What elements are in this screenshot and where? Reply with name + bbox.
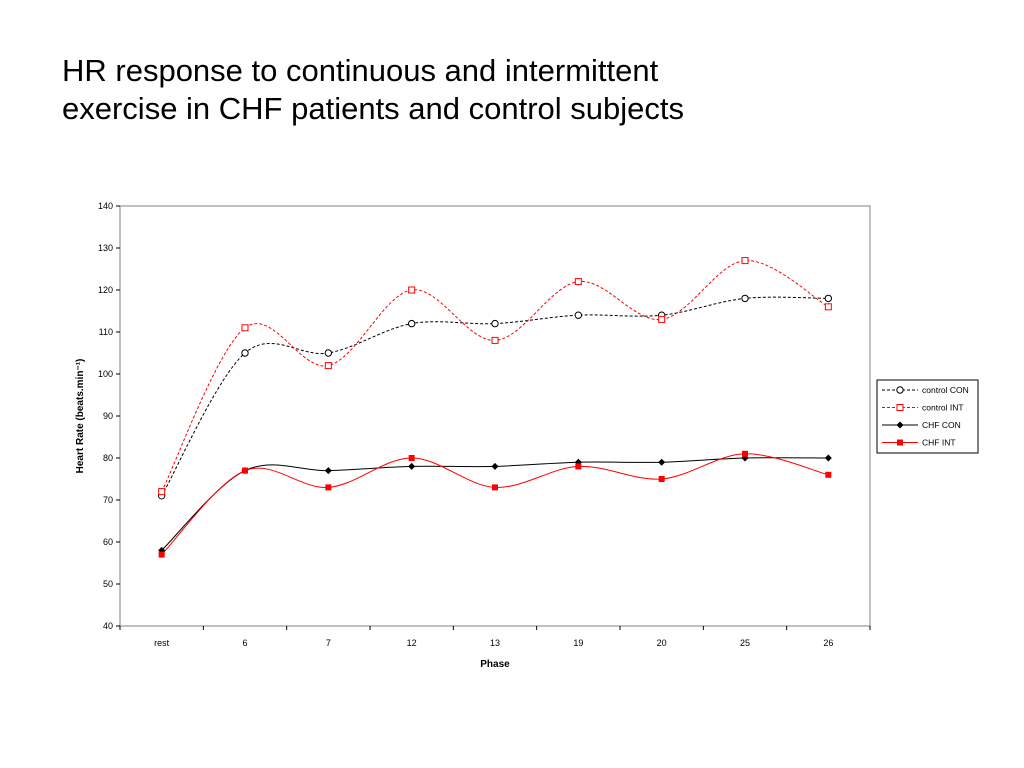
data-point-control-int (158, 488, 166, 496)
y-tick-label: 50 (103, 579, 113, 589)
legend-label-control-con: control CON (922, 385, 969, 395)
data-point-chf-con (658, 458, 666, 466)
data-point-chf-int (408, 455, 415, 461)
data-point-control-int (658, 315, 666, 323)
slide-title-line-1: HR response to continuous and intermitte… (62, 53, 659, 88)
data-point-control-int (241, 324, 249, 332)
y-tick-label: 70 (103, 495, 113, 505)
x-axis-title: Phase (480, 659, 510, 670)
y-tick-label: 140 (98, 201, 113, 211)
data-point-chf-int (742, 450, 748, 457)
legend-marker-control-int (896, 404, 904, 411)
x-tick-label: 26 (823, 638, 833, 648)
x-tick-label: 7 (326, 638, 331, 648)
x-tick-label: 13 (490, 638, 500, 648)
data-point-control-con (824, 294, 833, 303)
y-axis-title: Heart Rate (beats.min⁻¹) (75, 359, 86, 474)
x-tick-label: 6 (242, 638, 247, 648)
legend-label-chf-int: CHF INT (922, 438, 956, 448)
y-tick-label: 110 (99, 327, 113, 337)
data-point-chf-con (824, 454, 832, 462)
y-tick-label: 90 (103, 411, 113, 421)
slide-title-line-2: exercise in CHF patients and control sub… (62, 91, 685, 126)
data-point-control-int (824, 303, 832, 311)
data-point-chf-con (491, 462, 499, 470)
y-tick-label: 130 (98, 243, 113, 253)
data-point-control-int (324, 362, 332, 370)
slide-title: HR response to continuous and intermitte… (62, 52, 962, 128)
data-point-chf-con (324, 467, 332, 475)
data-point-chf-int (158, 551, 165, 558)
x-tick-label: 25 (740, 638, 750, 648)
y-tick-label: 80 (103, 453, 113, 463)
y-tick-label: 40 (103, 621, 113, 631)
x-tick-label: rest (154, 638, 170, 648)
legend-marker-control-con (896, 386, 904, 394)
data-point-control-con (241, 349, 249, 357)
data-point-control-int (491, 336, 499, 344)
data-point-chf-con (408, 462, 416, 470)
y-tick-label: 120 (98, 285, 113, 295)
legend-label-control-int: control INT (922, 403, 964, 413)
legend-marker-chf-con (896, 421, 904, 429)
data-point-control-con (574, 311, 583, 319)
chart-axes: 40 50 60 70 80 90 100 110 120 130 140 rest 6 7 12 13 19 2… (75, 201, 871, 670)
x-tick-label: 19 (573, 638, 583, 648)
chart-legend: control CON control INT CHF CON CHF INT (876, 379, 979, 454)
y-tick-label: 60 (103, 537, 113, 547)
x-tick-label: 20 (657, 638, 667, 648)
data-point-control-con (491, 319, 499, 328)
data-point-control-int (574, 278, 582, 286)
data-point-control-con (324, 349, 333, 357)
series-line-control-int (161, 260, 829, 492)
chart-markers (157, 257, 833, 558)
data-point-chf-int (658, 476, 665, 482)
legend-label-chf-con: CHF CON (922, 420, 961, 430)
data-point-chf-int (325, 484, 332, 491)
data-point-chf-int (825, 471, 832, 478)
x-tick-label: 12 (407, 638, 417, 648)
legend-box (876, 379, 979, 454)
data-point-control-int (408, 286, 416, 294)
y-tick-label: 100 (98, 369, 113, 379)
data-point-chf-int (492, 484, 498, 491)
data-point-control-con (407, 319, 416, 328)
data-point-chf-int (575, 463, 582, 470)
data-point-control-con (741, 294, 749, 303)
data-point-control-int (741, 257, 749, 265)
plot-area (119, 205, 871, 627)
legend-marker-chf-int (897, 439, 903, 446)
data-point-chf-int (242, 467, 248, 474)
series-line-control-con (161, 296, 829, 497)
